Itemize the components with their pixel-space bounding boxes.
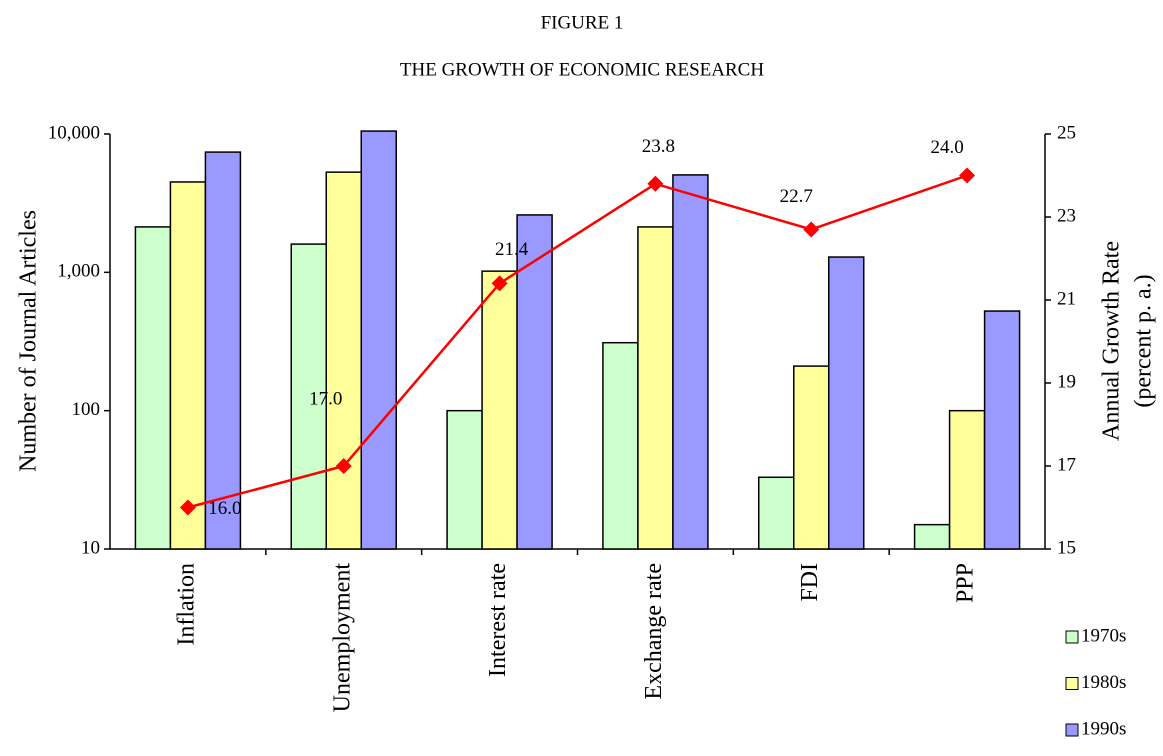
bar — [134, 226, 172, 550]
y-tick-label: 1,000 — [57, 261, 100, 282]
y2-tick-label: 23 — [1057, 205, 1076, 226]
x-tick-label: Interest rate — [485, 563, 511, 677]
y2-tick-label: 19 — [1057, 371, 1076, 392]
x-tick-label: Unemployment — [329, 563, 355, 713]
bar — [637, 226, 674, 550]
y-tick-label: 10,000 — [48, 122, 100, 143]
legend-label: 1980s — [1081, 672, 1126, 693]
bar — [446, 409, 483, 550]
bar — [828, 256, 865, 550]
bar — [204, 151, 242, 550]
y-tick-label: 10 — [81, 537, 100, 558]
chart-subtitle: THE GROWTH OF ECONOMIC RESEARCH — [400, 59, 764, 80]
marker — [491, 275, 508, 292]
bar — [516, 214, 553, 550]
y-tick-label: 100 — [72, 399, 101, 420]
bar — [758, 476, 795, 550]
data-label: 22.7 — [780, 186, 813, 207]
bar — [983, 310, 1021, 550]
y2-axis-label: (percent p. a.) — [1131, 274, 1157, 407]
legend-label: 1990s — [1081, 718, 1126, 739]
bar — [793, 365, 830, 550]
marker — [179, 499, 196, 516]
marker — [335, 458, 352, 474]
y-axis-label: Number of Journal Articles — [16, 210, 42, 472]
data-label: 17.0 — [309, 388, 342, 409]
legend-swatch — [1065, 723, 1079, 737]
bar — [169, 181, 207, 550]
bar — [325, 171, 362, 550]
bar — [481, 270, 518, 550]
x-tick-label: FDI — [797, 563, 823, 602]
x-tick-label: Exchange rate — [641, 563, 667, 700]
marker — [959, 167, 976, 184]
marker — [803, 221, 820, 238]
chart-title: FIGURE 1 — [541, 12, 624, 33]
bar — [913, 523, 951, 550]
data-label: 24.0 — [930, 137, 963, 158]
y2-tick-label: 21 — [1057, 288, 1076, 309]
x-tick-label: Inflation — [173, 563, 199, 646]
x-tick-label: PPP — [953, 563, 979, 603]
data-label: 23.8 — [642, 136, 675, 157]
legend-swatch — [1065, 677, 1079, 690]
y2-tick-label: 15 — [1057, 537, 1076, 558]
legend-swatch — [1065, 630, 1079, 644]
data-label: 21.4 — [495, 239, 529, 260]
y2-tick-label: 25 — [1057, 122, 1076, 143]
marker — [647, 175, 664, 192]
bar — [602, 341, 639, 550]
bar — [948, 409, 986, 550]
y2-tick-label: 17 — [1057, 454, 1076, 475]
legend-label: 1970s — [1081, 625, 1126, 646]
y2-axis-label: Annual Growth Rate — [1099, 241, 1125, 441]
bar — [360, 130, 397, 550]
line — [187, 174, 968, 509]
bar — [672, 174, 709, 550]
data-label: 16.0 — [208, 498, 241, 519]
